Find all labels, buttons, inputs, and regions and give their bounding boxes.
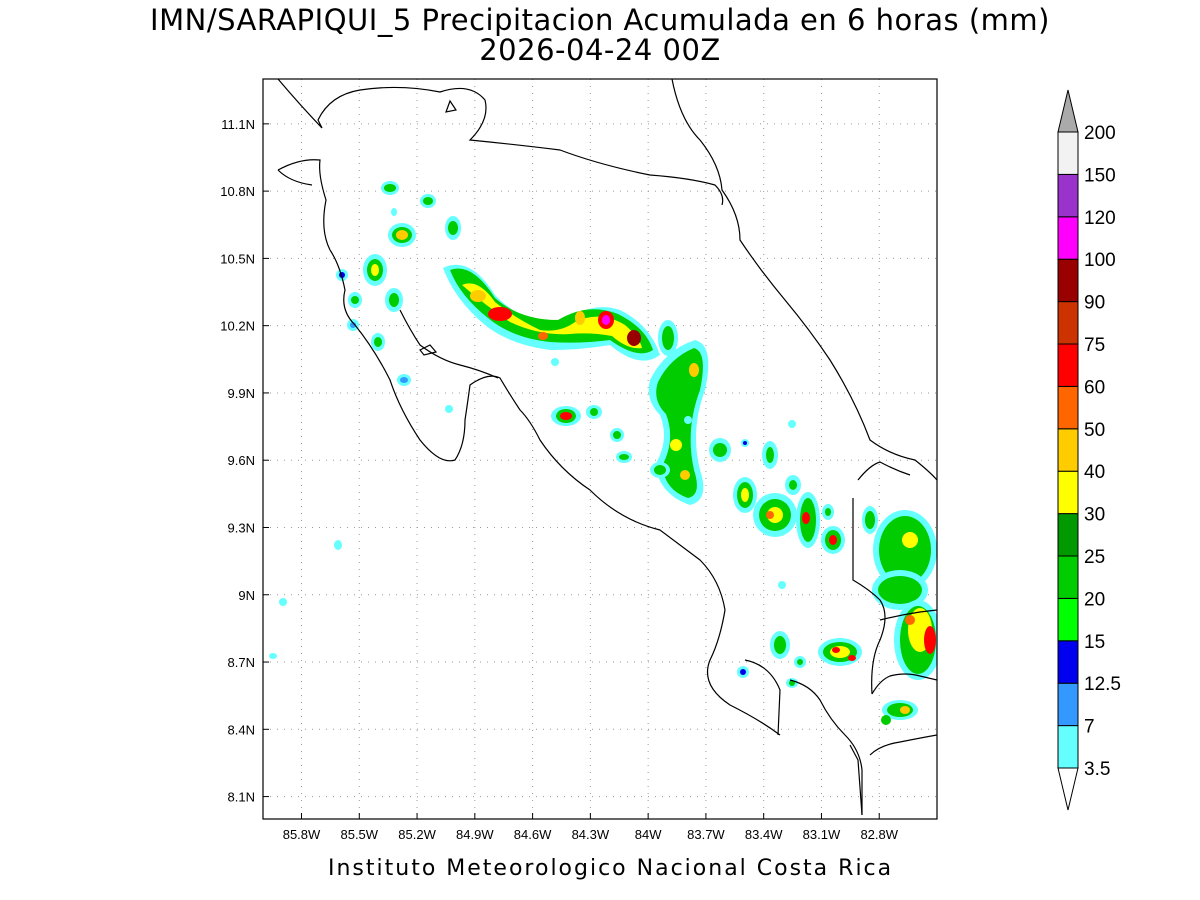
latitude-axis: 11.1N 10.8N 10.5N 10.2N 9.9N 9.6N 9.3N 9N 8.7N 8.… — [220, 117, 269, 805]
rain-cell-cluster-west — [269, 208, 397, 659]
map-subtitle: 2026-04-24 00Z — [479, 33, 721, 67]
lon-tick-label: 85.5W — [340, 827, 378, 842]
colorbar-label: 90 — [1084, 293, 1105, 314]
lat-tick-label: 10.5N — [220, 251, 255, 266]
colorbar-swatch — [1057, 343, 1079, 387]
colorbar-label: 75 — [1084, 335, 1105, 356]
colorbar-label: 100 — [1084, 250, 1116, 271]
colorbar-swatch — [1057, 555, 1079, 599]
lon-tick-label: 84.6W — [514, 827, 552, 842]
lat-tick-label: 8.1N — [228, 790, 255, 805]
lat-tick-label: 9.9N — [228, 386, 255, 401]
map-gridlines — [263, 79, 937, 819]
map-frame — [262, 78, 938, 820]
lon-tick-label: 85.8W — [283, 827, 321, 842]
lon-tick-label: 82.8W — [860, 827, 898, 842]
longitude-axis: 85.8W 85.5W 85.2W 84.9W 84.6W 84.3W 84W 83.7W 83… — [283, 813, 899, 842]
lon-tick-label: 84W — [635, 827, 662, 842]
rain-cell-cluster-north — [336, 181, 461, 413]
colorbar: 3.5 7 12.5 15 20 25 30 40 50 60 75 90 100 120 150 200 — [1057, 89, 1121, 811]
colorbar-swatch — [1057, 258, 1079, 303]
colorbar-swatch — [1057, 216, 1079, 260]
colorbar-over-arrow — [1057, 89, 1079, 133]
lat-tick-label: 8.4N — [228, 722, 255, 737]
colorbar-label: 15 — [1084, 632, 1105, 653]
map-title: IMN/SARAPIQUI_5 Precipitacion Acumulada … — [150, 3, 1050, 37]
colorbar-label: 7 — [1084, 717, 1095, 738]
rain-cell-cluster-central — [443, 264, 678, 426]
lat-tick-label: 11.1N — [221, 117, 255, 132]
colorbar-label: 200 — [1084, 123, 1116, 144]
lat-tick-label: 8.7N — [228, 655, 255, 670]
colorbar-swatch — [1057, 682, 1079, 727]
lon-tick-label: 85.2W — [398, 827, 436, 842]
colorbar-swatch — [1057, 597, 1079, 642]
colorbar-swatch — [1057, 131, 1079, 175]
colorbar-label: 40 — [1084, 462, 1105, 483]
colorbar-label: 150 — [1084, 165, 1116, 186]
colorbar-swatch — [1057, 428, 1079, 472]
lon-tick-label: 83.1W — [803, 827, 841, 842]
precipitation-field — [269, 181, 937, 725]
colorbar-label: 20 — [1084, 589, 1105, 610]
colorbar-swatch — [1057, 725, 1079, 769]
colorbar-under-arrow — [1057, 767, 1079, 811]
rain-cell-cluster-east — [610, 340, 937, 725]
lat-tick-label: 10.8N — [220, 184, 255, 199]
colorbar-swatch — [1057, 173, 1079, 218]
lat-tick-label: 9.6N — [228, 453, 255, 468]
colorbar-swatch — [1057, 385, 1079, 430]
lat-tick-label: 9N — [238, 588, 255, 603]
colorbar-label: 120 — [1084, 208, 1116, 229]
lon-tick-label: 83.4W — [745, 827, 783, 842]
colorbar-swatch — [1057, 640, 1079, 684]
lat-tick-label: 9.3N — [228, 520, 255, 535]
lon-tick-label: 83.7W — [687, 827, 725, 842]
colorbar-label: 60 — [1084, 377, 1105, 398]
colorbar-label: 30 — [1084, 505, 1105, 526]
colorbar-label: 50 — [1084, 420, 1105, 441]
coastline — [277, 79, 937, 816]
colorbar-swatch — [1057, 513, 1079, 557]
colorbar-swatch — [1057, 301, 1079, 345]
institution-credit: Instituto Meteorologico Nacional Costa R… — [328, 856, 894, 881]
lat-tick-label: 10.2N — [220, 319, 255, 334]
colorbar-label: 12.5 — [1084, 674, 1121, 695]
lon-tick-label: 84.3W — [572, 827, 610, 842]
colorbar-label: 25 — [1084, 547, 1105, 568]
colorbar-label: 3.5 — [1084, 759, 1110, 780]
lon-tick-label: 84.9W — [456, 827, 494, 842]
colorbar-swatch — [1057, 470, 1079, 515]
